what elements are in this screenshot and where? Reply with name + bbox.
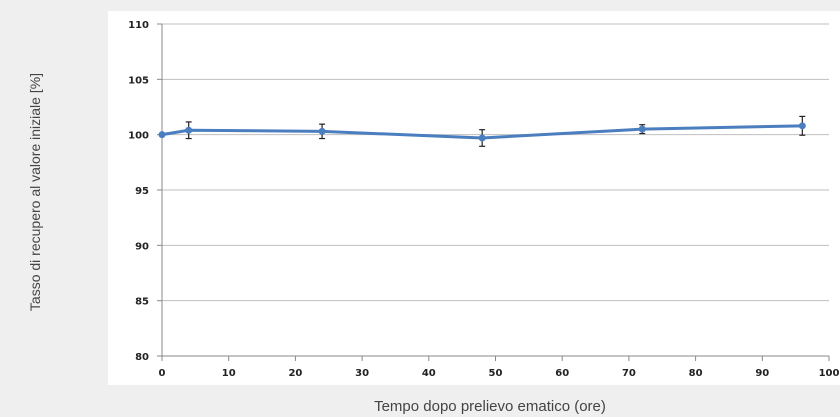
y-tick-label: 90	[135, 241, 149, 252]
x-tick-label: 100	[819, 368, 840, 379]
y-tick-label: 100	[128, 131, 149, 142]
axes	[157, 23, 830, 361]
y-axis-title: Tasso di recupero al valore iniziale [%]	[27, 73, 43, 311]
x-tick-label: 0	[159, 368, 166, 379]
y-tick-label: 80	[135, 352, 149, 363]
data-point	[158, 131, 166, 139]
plot-area	[108, 11, 840, 385]
data-point	[798, 122, 806, 130]
x-tick-label: 30	[355, 368, 369, 379]
y-tick-labels: 80 85 90 95 100 105 110	[128, 20, 149, 363]
x-tick-label: 80	[689, 368, 703, 379]
x-tick-label: 60	[555, 368, 569, 379]
x-tick-label: 10	[222, 368, 236, 379]
x-axis-title: Tempo dopo prelievo ematico (ore)	[374, 398, 606, 415]
series	[158, 115, 806, 147]
x-tick-label: 50	[489, 368, 503, 379]
data-point	[318, 127, 326, 135]
data-point	[638, 125, 646, 133]
x-tick-label: 70	[622, 368, 636, 379]
x-tick-label: 20	[288, 368, 302, 379]
gridlines	[162, 23, 829, 302]
y-tick-label: 85	[135, 297, 149, 308]
y-tick-label: 110	[128, 20, 149, 31]
x-tick-label: 40	[422, 368, 436, 379]
data-point	[478, 134, 486, 142]
x-tick-label: 90	[755, 368, 769, 379]
data-point	[185, 126, 193, 134]
x-tick-labels: 0 10 20 30 40 50 60 70 80 90 100	[159, 368, 840, 379]
series-line	[161, 124, 803, 140]
y-tick-label: 95	[135, 186, 149, 197]
y-tick-label: 105	[128, 75, 149, 86]
